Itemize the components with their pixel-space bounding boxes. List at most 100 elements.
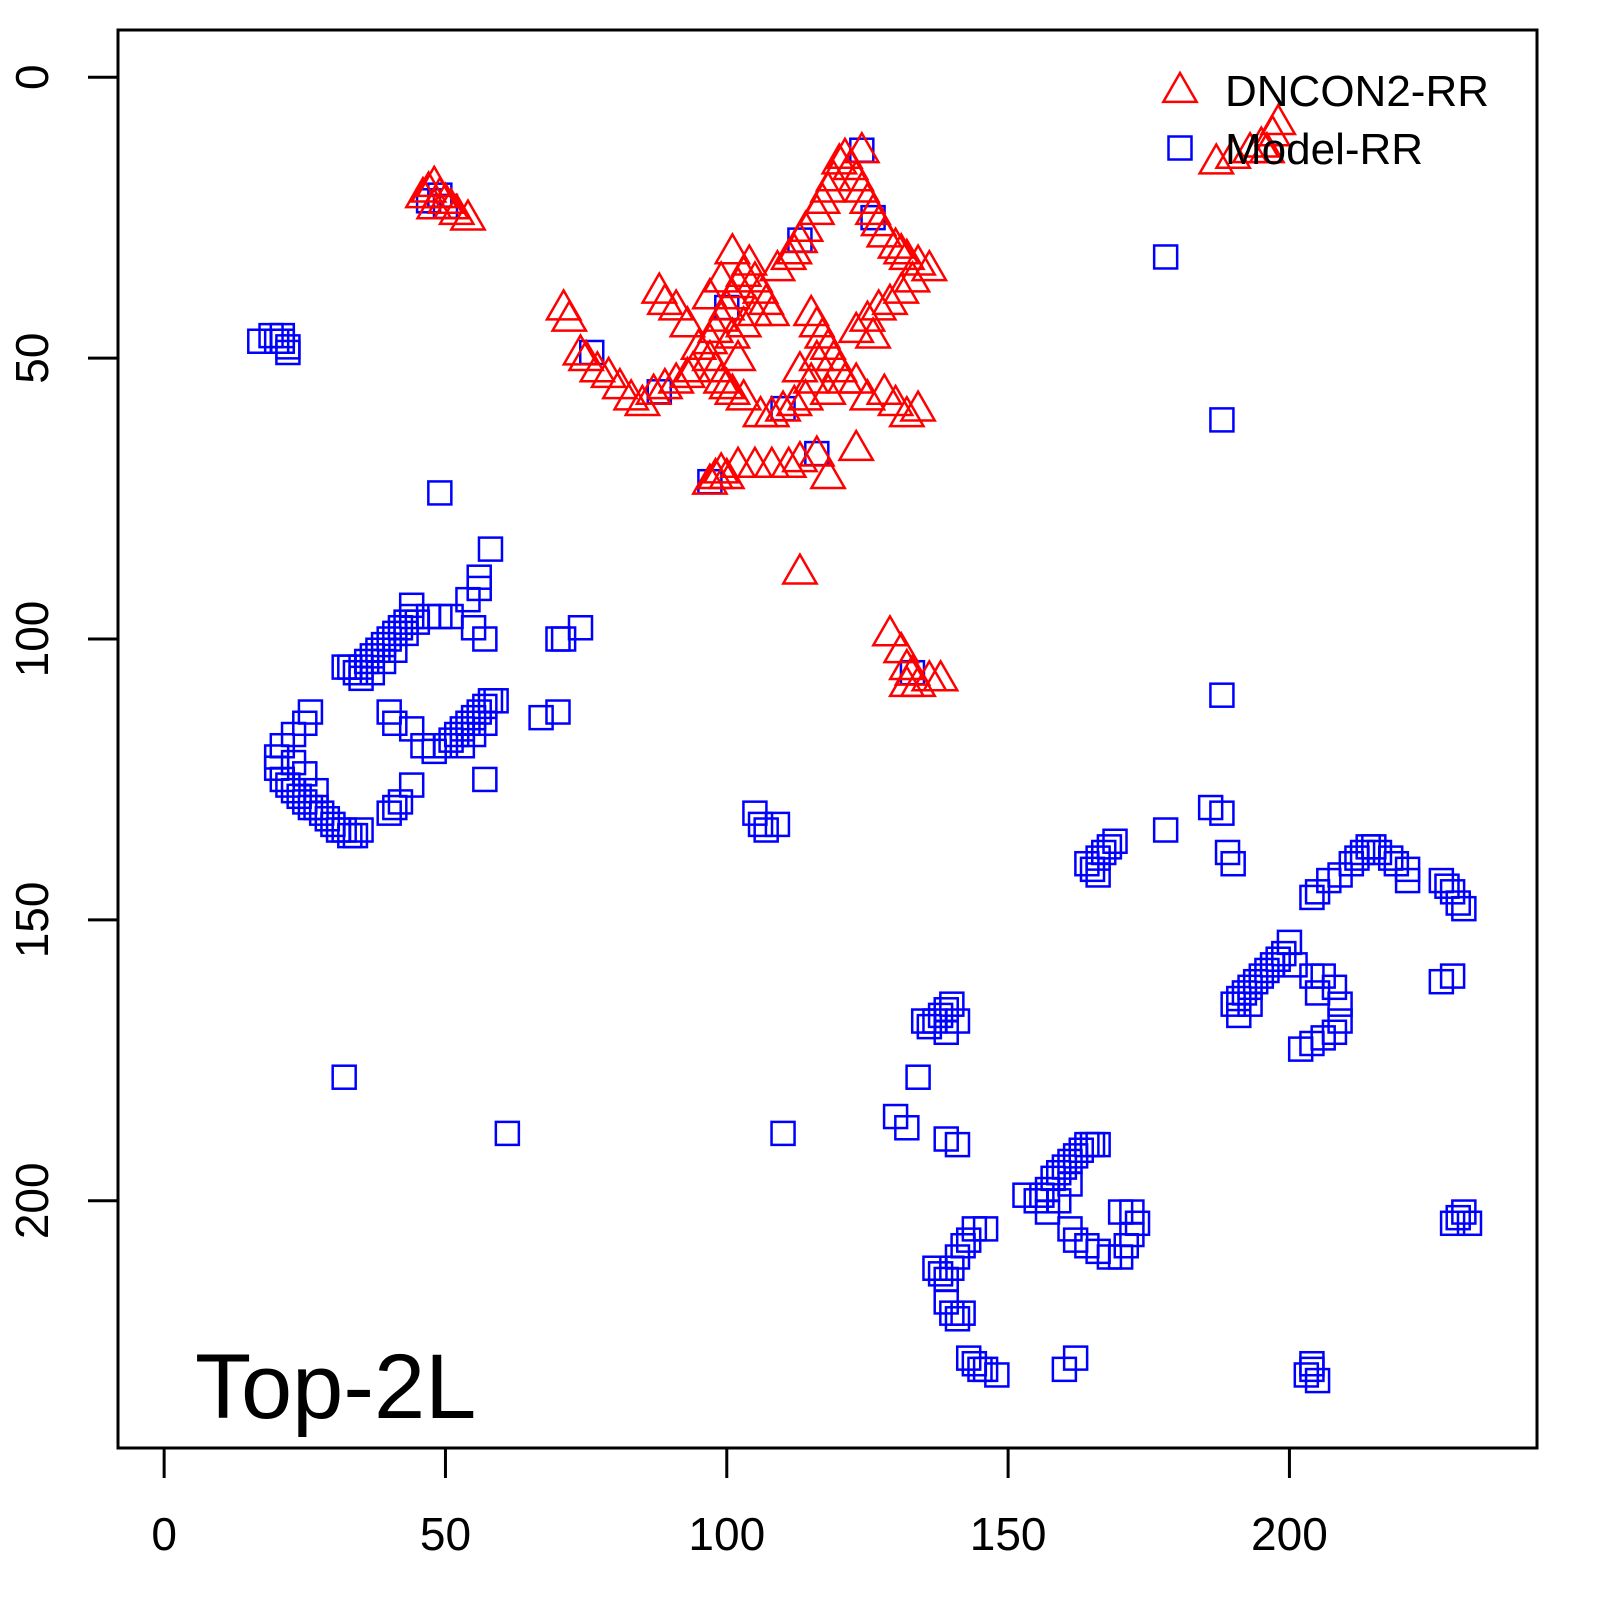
point <box>1152 244 1179 270</box>
point <box>939 991 965 1017</box>
point <box>859 288 898 321</box>
point <box>348 817 374 843</box>
point <box>455 586 481 613</box>
point <box>528 704 554 731</box>
point <box>764 389 802 422</box>
point <box>550 299 589 332</box>
point <box>1394 867 1421 894</box>
point <box>702 259 740 293</box>
point <box>804 440 830 467</box>
point <box>1304 980 1331 1006</box>
point <box>437 192 476 226</box>
point <box>724 304 763 338</box>
point <box>837 428 876 462</box>
point <box>713 316 752 349</box>
point <box>905 1064 931 1090</box>
point <box>567 615 594 641</box>
point <box>1445 890 1471 916</box>
x-tick-label: 200 <box>1251 1508 1328 1560</box>
point <box>1327 1008 1353 1034</box>
point <box>646 282 684 316</box>
point <box>702 450 740 484</box>
point <box>775 231 814 265</box>
point <box>747 282 785 316</box>
point <box>1085 845 1111 871</box>
point <box>382 710 408 737</box>
point <box>781 439 819 473</box>
point <box>331 1064 357 1090</box>
point <box>1259 102 1298 136</box>
y-tick-label: 150 <box>6 882 58 959</box>
point <box>545 699 571 725</box>
point <box>770 1120 796 1147</box>
point <box>1220 850 1246 877</box>
point <box>561 332 600 366</box>
point <box>1107 1199 1134 1225</box>
point <box>657 288 695 321</box>
point <box>719 338 757 372</box>
y-tick-label: 100 <box>6 601 58 678</box>
point <box>894 1115 920 1141</box>
point <box>713 231 752 265</box>
point <box>674 349 712 383</box>
point <box>871 282 909 316</box>
point <box>854 316 892 349</box>
point <box>888 664 926 698</box>
point <box>724 377 763 411</box>
point <box>303 777 329 804</box>
point <box>393 620 419 647</box>
point <box>691 462 729 495</box>
point <box>910 248 949 282</box>
point <box>578 349 617 383</box>
point <box>657 361 695 394</box>
point <box>882 231 921 265</box>
point <box>758 248 797 282</box>
point <box>679 327 718 361</box>
point <box>472 626 498 652</box>
point <box>944 1131 971 1158</box>
point <box>849 137 875 163</box>
point <box>944 1306 971 1332</box>
point <box>342 822 369 849</box>
point <box>472 710 498 737</box>
point <box>1214 136 1252 169</box>
x-tick-label: 0 <box>151 1508 177 1560</box>
legend-symbol <box>1161 70 1199 104</box>
point <box>691 321 729 355</box>
point <box>837 310 876 344</box>
point <box>398 772 425 798</box>
point <box>1237 991 1263 1017</box>
point <box>612 377 650 411</box>
point <box>893 259 932 293</box>
point <box>427 480 453 506</box>
point <box>809 456 847 490</box>
point <box>1242 125 1281 158</box>
point <box>398 592 425 619</box>
point <box>1152 817 1179 843</box>
point <box>382 794 408 821</box>
point <box>1456 1210 1483 1237</box>
point <box>1057 1171 1083 1197</box>
point <box>713 372 752 405</box>
x-tick-label: 100 <box>688 1508 765 1560</box>
point <box>1451 895 1477 922</box>
point <box>707 366 746 400</box>
legend-label: Model-RR <box>1225 125 1423 174</box>
point <box>899 389 937 422</box>
point <box>545 626 571 652</box>
point <box>797 192 836 226</box>
point <box>747 811 774 838</box>
point <box>736 445 774 478</box>
point <box>972 1216 999 1242</box>
point <box>888 237 926 271</box>
x-tick-label: 50 <box>420 1508 471 1560</box>
point <box>752 293 791 327</box>
point <box>1327 991 1353 1017</box>
x-tick-label: 150 <box>970 1508 1047 1560</box>
point <box>623 383 662 417</box>
point <box>668 355 707 389</box>
point <box>691 276 729 310</box>
point <box>950 1300 976 1326</box>
point <box>449 198 487 231</box>
